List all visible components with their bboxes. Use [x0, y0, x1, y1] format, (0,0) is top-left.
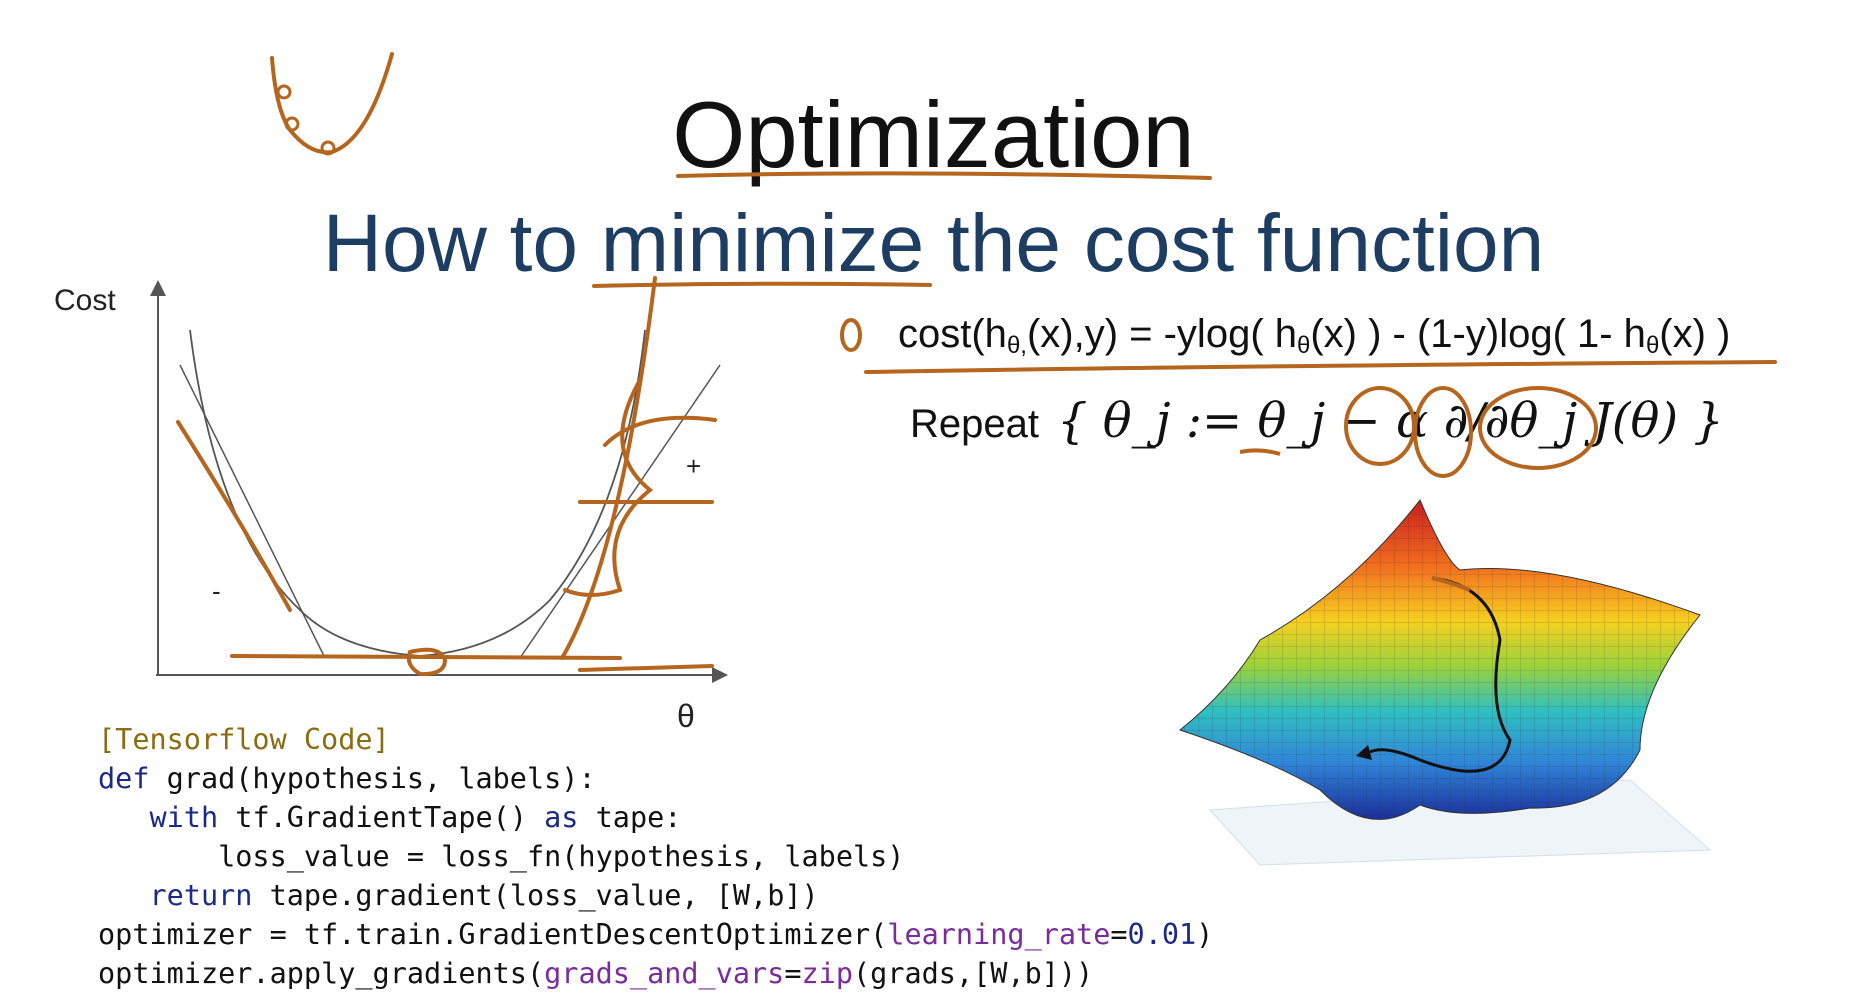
code-header: [Tensorflow Code] [98, 723, 390, 756]
code-line: with tf.GradientTape() as tape: [149, 801, 682, 834]
code-line: def grad(hypothesis, labels): [98, 762, 596, 795]
descent-path [1369, 576, 1512, 773]
negative-slope-sign: - [212, 576, 221, 606]
slide-title: Optimization [672, 82, 1195, 187]
y-axis-arrow [150, 280, 166, 296]
slide-subtitle: How to minimize the cost function [322, 198, 1545, 289]
positive-slope-sign: + [686, 451, 701, 481]
x-axis-arrow [712, 667, 728, 683]
repeat-label: Repeat [910, 402, 1039, 446]
x-axis-label: θ [677, 698, 695, 734]
loss-surface-3d [1178, 499, 1712, 866]
code-line: optimizer = tf.train.GradientDescentOpti… [98, 918, 1214, 951]
gradient-update-rule: Repeat { θ_j := θ_j − α ∂/∂θ_j J(θ) } [910, 386, 1724, 468]
ink-annotations [176, 276, 717, 677]
y-axis-label: Cost [54, 284, 116, 317]
code-line: optimizer.apply_gradients(grads_and_vars… [98, 957, 1094, 990]
ink-circles-formula [1239, 386, 1598, 478]
code-line: loss_value = loss_fn(hypothesis, labels) [98, 840, 905, 873]
cost-formula: cost(hθ,(x),y) = -ylog( hθ(x) ) - (1-y)l… [898, 312, 1731, 359]
cost-parabola [189, 329, 646, 657]
cost-curve-graph: - + Cost θ [54, 276, 728, 734]
ink-scribble-top [270, 52, 394, 156]
tangent-left [179, 364, 326, 659]
update-equation: { θ_j := θ_j − α ∂/∂θ_j J(θ) } [1056, 393, 1724, 449]
tangent-right [519, 364, 721, 659]
descent-arrowhead [1356, 745, 1372, 760]
code-line: return tape.gradient(loss_value, [W,b]) [149, 879, 819, 912]
tensorflow-code-block: [Tensorflow Code] def grad(hypothesis, l… [98, 720, 1213, 993]
